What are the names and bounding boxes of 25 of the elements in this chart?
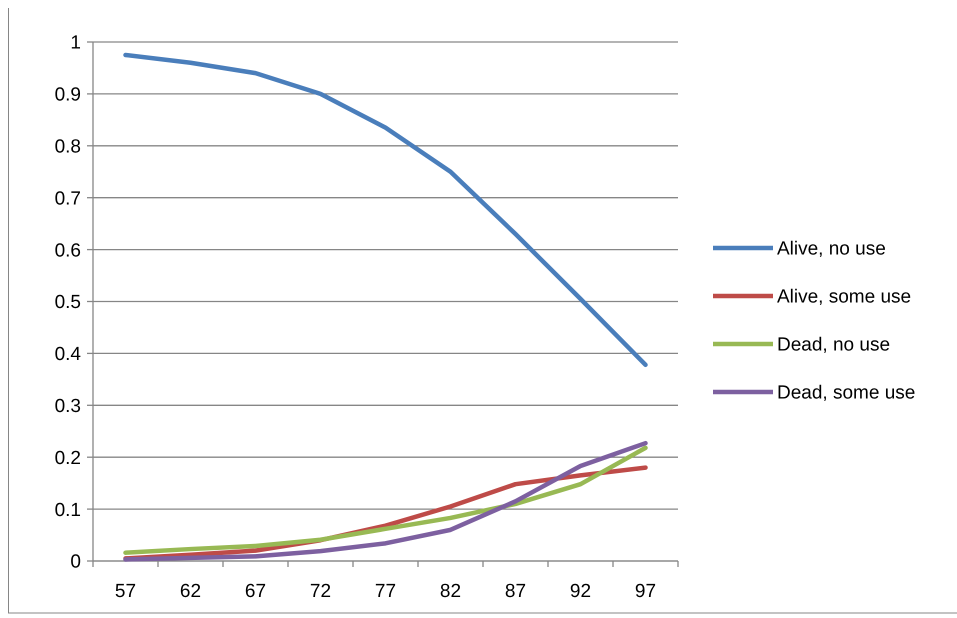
y-tick-label: 0.5 <box>54 292 81 314</box>
x-tick-label: 57 <box>114 581 136 602</box>
x-tick-label: 62 <box>180 581 202 602</box>
legend-label: Dead, some use <box>777 382 916 404</box>
x-tick-label: 67 <box>244 581 266 602</box>
y-tick-label: 0.9 <box>54 84 81 106</box>
x-tick-label: 77 <box>374 581 396 602</box>
legend-label: Dead, no use <box>777 334 890 356</box>
y-tick-label: 0.1 <box>54 500 81 521</box>
x-tick-label: 97 <box>634 581 656 602</box>
y-tick-label: 0.7 <box>54 188 81 210</box>
y-tick-label: 0 <box>70 552 81 573</box>
x-tick-label: 82 <box>440 581 462 602</box>
y-tick-label: 0.2 <box>54 448 81 469</box>
legend-label: Alive, some use <box>777 286 912 308</box>
y-tick-label: 0.3 <box>54 396 81 417</box>
x-tick-label: 72 <box>310 581 332 602</box>
x-tick-label: 92 <box>570 581 592 602</box>
legend-label: Alive, no use <box>777 238 886 260</box>
x-tick-label: 87 <box>504 581 526 602</box>
line-series <box>123 52 648 368</box>
y-tick-label: 1 <box>70 32 81 54</box>
y-tick-label: 0.8 <box>54 136 81 158</box>
y-tick-label: 0.4 <box>54 344 82 366</box>
y-tick-label: 0.6 <box>54 240 81 262</box>
